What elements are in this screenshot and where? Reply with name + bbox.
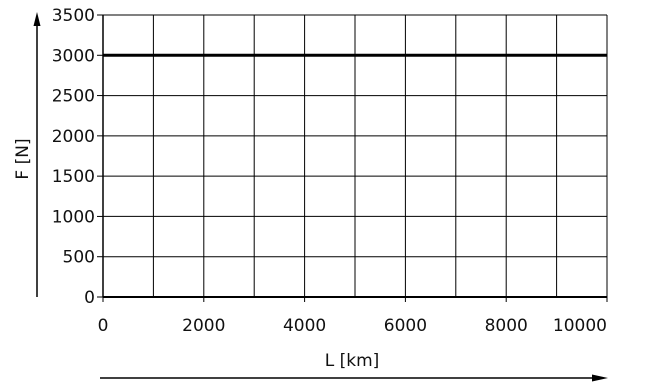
x-tick-label: 2000 [182, 316, 225, 336]
y-ticks: 0 500 1000 1500 2000 2500 3000 3500 [52, 6, 103, 308]
y-tick-label: 1500 [52, 167, 95, 187]
y-tick-label: 500 [63, 248, 95, 268]
y-tick-label: 2500 [52, 87, 95, 107]
x-tick-label: 4000 [283, 316, 326, 336]
y-axis-label: F [N] [13, 138, 33, 179]
plot-frame [102, 15, 607, 298]
y-tick-label: 3500 [52, 6, 95, 26]
y-tick-label: 1000 [52, 207, 95, 227]
x-tick-label: 10000 [553, 316, 607, 336]
y-tick-label: 3000 [52, 46, 95, 66]
y-axis-arrowhead [33, 12, 41, 26]
y-tick-label: 0 [84, 288, 95, 308]
x-ticks: 0 2000 4000 6000 8000 10000 [98, 297, 608, 336]
x-axis-arrowhead [592, 374, 608, 382]
x-tick-label: 8000 [485, 316, 528, 336]
x-tick-label: 6000 [384, 316, 427, 336]
grid [102, 14, 608, 298]
axes: F [N] L [km] [13, 12, 608, 382]
x-tick-label: 0 [98, 316, 109, 336]
x-axis-label: L [km] [325, 351, 380, 371]
y-tick-label: 2000 [52, 127, 95, 147]
